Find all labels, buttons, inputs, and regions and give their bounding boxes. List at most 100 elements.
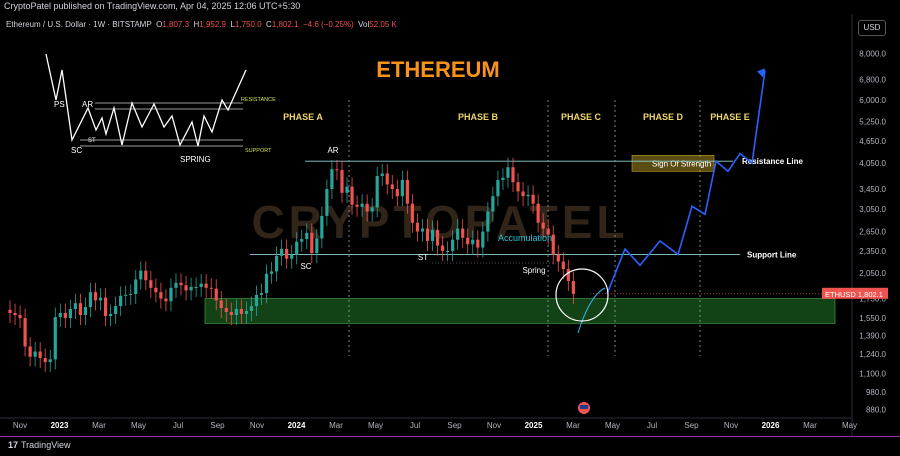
candle-body — [365, 203, 369, 212]
candle-body — [551, 234, 555, 255]
y-tick-label: 6,800.0 — [859, 76, 886, 85]
y-tick-label: 2,650.0 — [859, 228, 886, 237]
inset-label-ar: AR — [82, 100, 93, 109]
y-tick-label: 5,250.0 — [859, 117, 886, 126]
phase-label: PHASE D — [643, 112, 684, 122]
brand-name: TradingView — [21, 440, 71, 450]
candle-body — [209, 287, 213, 289]
volume-label: Vol — [358, 20, 370, 29]
candle-body — [446, 250, 450, 252]
candle-body — [13, 312, 17, 316]
candle-body — [88, 292, 93, 308]
candle-body — [476, 239, 480, 248]
currency-button[interactable]: USD — [858, 20, 886, 36]
resistance-line-label: Resistance Line — [742, 157, 803, 166]
candle-body — [98, 297, 103, 301]
candle-body — [385, 173, 389, 185]
candle-body — [380, 173, 384, 177]
x-tick-label: Nov — [13, 421, 27, 430]
y-tick-label: 3,450.0 — [859, 185, 886, 194]
high-value: 1,952.9 — [199, 20, 226, 29]
y-tick-label: 2,350.0 — [859, 247, 886, 256]
candle-body — [28, 346, 32, 357]
annotation-accumulation: Accumulation — [498, 233, 552, 243]
candle-body — [169, 287, 173, 302]
candle-body — [18, 315, 22, 319]
candle-body — [229, 311, 233, 316]
x-tick-label: Sep — [447, 421, 462, 430]
low-label: L — [230, 20, 235, 29]
y-tick-label: 1,750.0 — [859, 295, 886, 304]
candle-body — [224, 308, 228, 312]
candle-body — [78, 303, 83, 316]
volume-value: 52.05 K — [369, 20, 397, 29]
candle-body — [410, 203, 414, 223]
candle-body — [199, 283, 203, 287]
tradingview-logo-icon: 17 — [8, 440, 19, 450]
candle-body — [129, 293, 133, 295]
candle-body — [546, 228, 550, 235]
candle-body — [269, 271, 274, 274]
symbol-legend: Ethereum / U.S. Dollar · 1W · BITSTAMP O… — [6, 20, 397, 29]
price-chart[interactable]: Sign Of Strength CRYPTOPATEL Resistance … — [0, 0, 900, 436]
chart-title: ETHEREUM — [376, 57, 499, 82]
candle-body — [526, 194, 530, 197]
candle-body — [511, 167, 515, 183]
x-tick-label: Mar — [329, 421, 343, 430]
candle-body — [330, 169, 334, 190]
candle-body — [149, 280, 153, 288]
candle-body — [486, 211, 490, 232]
annotation-st: ST — [418, 253, 428, 262]
candle-body — [259, 293, 264, 295]
x-tick-label: Nov — [487, 421, 501, 430]
candle-body — [390, 184, 394, 190]
tradingview-brand[interactable]: 17 TradingView — [8, 440, 71, 450]
candle-body — [58, 312, 62, 318]
candle-body — [159, 292, 163, 299]
candle-body — [239, 308, 243, 314]
candle-body — [184, 285, 188, 291]
candle-body — [340, 170, 344, 193]
candle-body — [144, 270, 148, 281]
candle-body — [244, 310, 249, 314]
candle-body — [310, 232, 314, 254]
phase-label: PHASE C — [561, 112, 602, 122]
x-tick-label: Jul — [647, 421, 657, 430]
candle-body — [33, 351, 37, 357]
candle-body — [435, 229, 440, 246]
x-tick-label: Nov — [250, 421, 264, 430]
y-tick-label: 6,000.0 — [859, 96, 886, 105]
spring-highlight-circle — [555, 268, 609, 322]
low-value: 1,750.0 — [234, 20, 262, 29]
candle-body — [295, 241, 299, 255]
open-value: 1,807.3 — [162, 20, 190, 29]
candle-body — [461, 228, 465, 238]
candle-body — [174, 282, 178, 288]
candle-body — [425, 228, 430, 241]
x-tick-label: May — [131, 421, 146, 430]
y-tick-label: 2,050.0 — [859, 269, 886, 278]
candle-body — [234, 308, 238, 316]
x-tick-label: Jul — [410, 421, 420, 430]
phase-label: PHASE B — [458, 112, 499, 122]
candle-body — [63, 312, 67, 319]
candle-body — [375, 176, 379, 208]
candle-body — [531, 194, 535, 204]
candle-body — [325, 189, 329, 216]
x-tick-label: Jul — [173, 421, 183, 430]
x-tick-label: 2024 — [288, 421, 306, 430]
footer-bar: 17 TradingView — [0, 436, 900, 456]
y-tick-label: 8,000.0 — [859, 49, 886, 58]
candle-body — [415, 222, 420, 232]
candle-body — [420, 228, 425, 232]
x-tick-label: 2025 — [525, 421, 543, 430]
candle-body — [214, 288, 218, 301]
y-tick-label: 1,100.0 — [859, 369, 886, 378]
x-tick-label: Sep — [684, 421, 699, 430]
projection-arrow-icon — [757, 68, 765, 78]
candle-body — [456, 228, 460, 240]
change-value: −4.6 (−0.25%) — [302, 20, 354, 29]
candle-body — [43, 358, 47, 363]
publish-header: CryptoPatel published on TradingView.com… — [4, 1, 301, 11]
candle-body — [451, 239, 455, 251]
